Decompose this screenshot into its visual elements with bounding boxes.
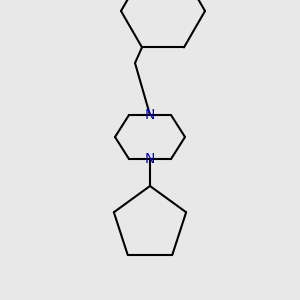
Text: N: N bbox=[145, 108, 155, 122]
Text: N: N bbox=[145, 152, 155, 166]
